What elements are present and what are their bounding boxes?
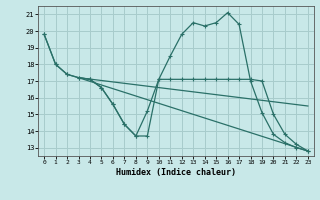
X-axis label: Humidex (Indice chaleur): Humidex (Indice chaleur) [116, 168, 236, 177]
